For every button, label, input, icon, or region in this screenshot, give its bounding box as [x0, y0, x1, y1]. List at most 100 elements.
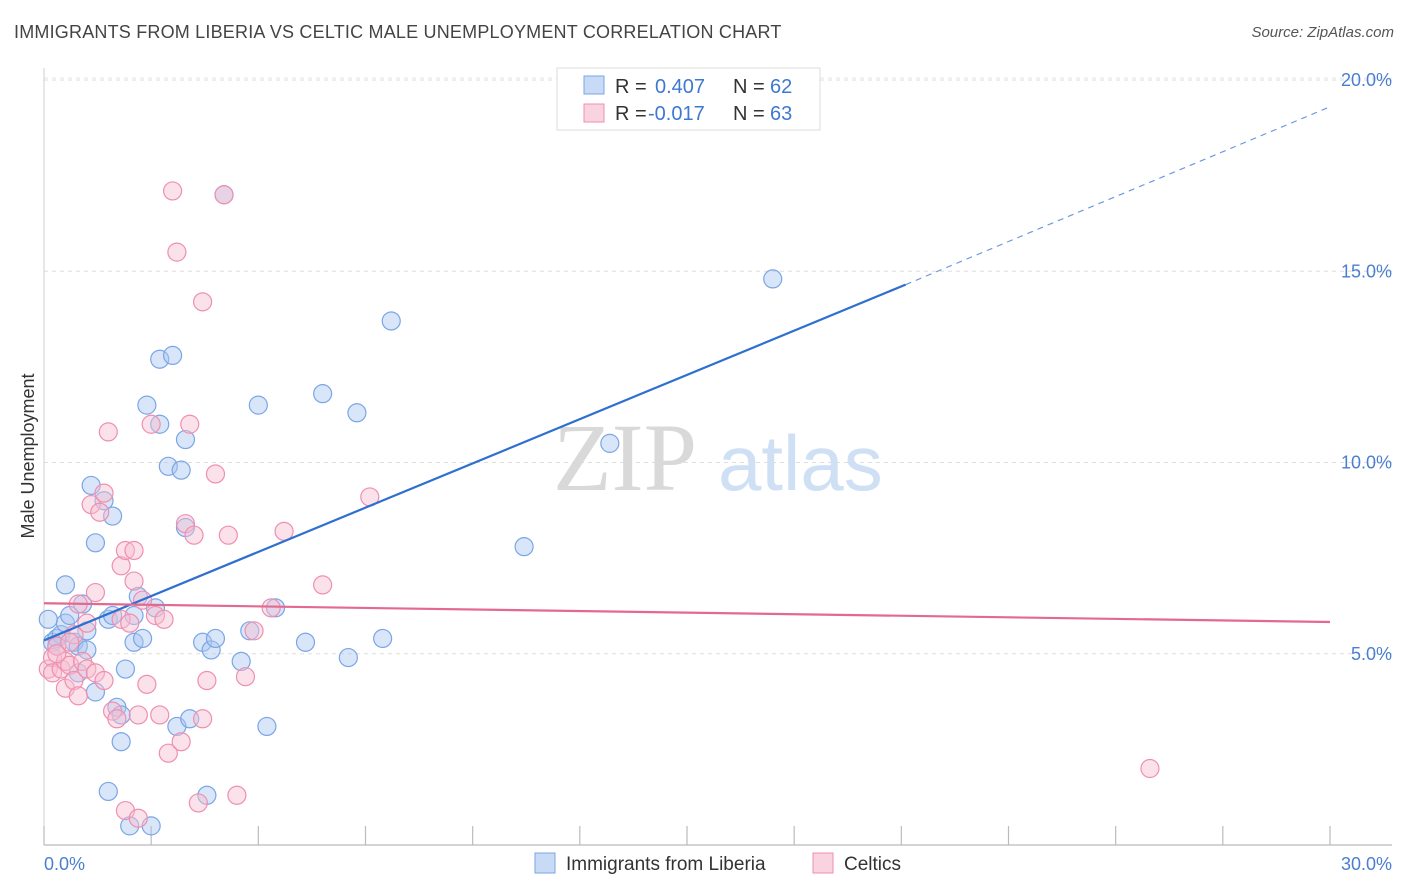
point-liberia	[338, 647, 358, 668]
legend-swatch-liberia	[583, 75, 605, 95]
point-celtics	[107, 709, 127, 729]
legend-n-label-1: N =	[733, 76, 765, 98]
point-celtics	[64, 670, 84, 691]
trend-line-liberia-extension	[905, 106, 1331, 286]
point-liberia	[38, 609, 58, 629]
point-liberia	[137, 395, 157, 415]
y-axis-label: Male Unemployment	[18, 373, 38, 538]
point-celtics	[94, 483, 114, 503]
point-liberia	[231, 651, 251, 672]
point-liberia	[132, 628, 153, 649]
axes	[43, 68, 1392, 846]
legend-r-label-2: R =	[615, 103, 647, 125]
point-liberia	[313, 384, 333, 404]
point-liberia	[158, 456, 178, 476]
point-liberia	[514, 537, 534, 557]
point-celtics	[47, 636, 67, 656]
legend-top: R = 0.407 N = 62 R = -0.017 N = 63	[556, 67, 821, 131]
legend-r-label-1: R =	[615, 76, 647, 98]
point-celtics	[193, 709, 213, 729]
point-celtics	[124, 571, 144, 591]
point-celtics	[218, 525, 238, 545]
trend-line-liberia	[43, 283, 907, 642]
y-tick-label: 5.0%	[1351, 644, 1392, 664]
bottom-legend-label-liberia: Immigrants from Liberia	[566, 854, 766, 875]
legend-n-value-1: 62	[770, 76, 792, 98]
y-tick-labels: 5.0% 10.0% 15.0% 20.0%	[1341, 70, 1392, 664]
point-celtics	[1140, 758, 1160, 779]
grid-lines	[44, 77, 1392, 655]
point-celtics	[184, 525, 204, 545]
legend-r-value-1: 0.407	[655, 76, 705, 98]
point-celtics	[98, 422, 118, 442]
point-liberia	[111, 732, 131, 752]
point-celtics	[261, 598, 281, 618]
chart-title: IMMIGRANTS FROM LIBERIA VS CELTIC MALE U…	[14, 22, 782, 42]
point-celtics	[227, 785, 247, 805]
point-celtics	[137, 674, 157, 694]
x-tick-label-min: 0.0%	[44, 854, 85, 874]
point-celtics	[111, 556, 131, 576]
point-liberia	[115, 659, 136, 679]
bottom-legend-swatch-liberia	[534, 852, 556, 874]
point-celtics	[124, 540, 144, 561]
point-celtics	[197, 670, 217, 691]
y-tick-label: 15.0%	[1341, 261, 1392, 281]
point-liberia	[257, 716, 277, 737]
point-celtics	[120, 613, 140, 633]
point-celtics	[94, 670, 114, 691]
point-celtics	[313, 575, 333, 595]
bottom-legend-swatch-celtics	[812, 852, 834, 874]
point-celtics	[158, 743, 178, 763]
point-celtics	[214, 185, 234, 205]
point-celtics	[163, 181, 183, 201]
point-celtics	[128, 705, 148, 725]
watermark-atlas: atlas	[718, 419, 883, 507]
legend-n-label-2: N =	[733, 103, 765, 125]
point-celtics	[244, 621, 264, 641]
point-liberia	[163, 345, 183, 365]
point-liberia	[150, 349, 170, 369]
point-liberia	[600, 433, 620, 453]
legend-r-value-2: -0.017	[648, 103, 705, 125]
point-liberia	[85, 533, 106, 553]
point-celtics	[171, 732, 191, 752]
source-label: Source: ZipAtlas.com	[1251, 24, 1394, 41]
point-liberia	[94, 491, 114, 511]
point-celtics	[90, 502, 110, 522]
point-celtics	[154, 609, 174, 629]
point-liberia	[240, 621, 260, 641]
point-celtics	[68, 686, 88, 706]
trend-lines	[43, 106, 1331, 642]
point-liberia	[763, 269, 783, 289]
legend-bottom: Immigrants from Liberia Celtics	[534, 852, 901, 875]
point-celtics	[85, 582, 106, 603]
point-celtics	[141, 414, 161, 434]
legend-n-value-2: 63	[770, 103, 792, 125]
point-celtics	[60, 632, 80, 652]
point-liberia	[171, 460, 191, 480]
point-liberia	[55, 575, 76, 595]
point-liberia	[347, 403, 367, 423]
point-celtics	[180, 414, 200, 434]
x-tick-marks	[43, 826, 1331, 845]
point-celtics	[235, 667, 256, 687]
point-liberia	[381, 311, 401, 331]
y-tick-label: 10.0%	[1341, 453, 1392, 473]
watermark-zip: ZIP	[553, 404, 697, 511]
trend-line-celtics	[43, 602, 1331, 624]
point-celtics	[193, 292, 213, 312]
point-celtics	[205, 464, 226, 484]
point-liberia	[102, 506, 123, 526]
point-celtics	[128, 808, 148, 828]
point-celtics	[150, 705, 170, 725]
point-liberia	[201, 640, 221, 660]
point-liberia	[248, 395, 268, 415]
point-celtics	[47, 644, 67, 664]
point-celtics	[167, 242, 187, 262]
point-celtics	[188, 793, 208, 813]
watermark: ZIP atlas	[553, 404, 883, 511]
point-liberia	[373, 628, 393, 649]
x-tick-label-max: 30.0%	[1341, 854, 1392, 874]
point-liberia	[175, 429, 196, 450]
